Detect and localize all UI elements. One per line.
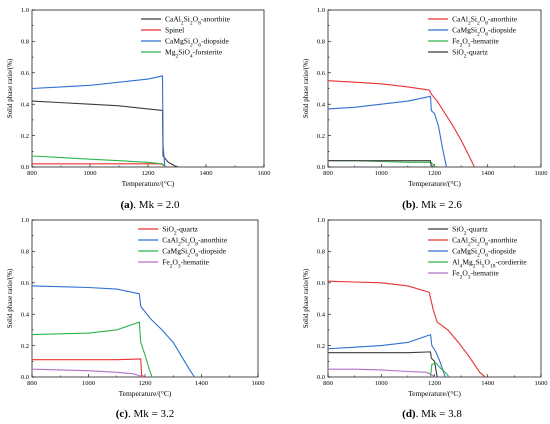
y-tick-label: 0.4 [317, 101, 326, 108]
series-line [31, 75, 166, 168]
panel-caption: (b). Mk = 2.6 [402, 199, 462, 211]
x-axis-label: Temperature/(°C) [119, 389, 172, 398]
series-line [328, 160, 437, 168]
legend-entry: CaAl2Si2O8-anorthite [165, 15, 231, 27]
series-line [328, 160, 434, 168]
y-tick-label: 1.0 [21, 7, 29, 14]
legend-entry: Fe2O3-hematite [452, 37, 499, 49]
y-axis-label: Solid phase ratio/(%) [302, 58, 310, 118]
y-tick-label: 0.2 [317, 343, 325, 350]
y-tick-label: 0.8 [21, 39, 29, 46]
series-line [327, 80, 475, 168]
y-tick-label: 1.0 [21, 217, 29, 224]
y-tick-label: 0.8 [317, 39, 325, 46]
chart-panel-1: 800 1000 1200 1400 1600 0.0 0.2 0.4 0.6 0.8 1.0 Tem… [6, 7, 271, 211]
y-tick-label: 1.0 [317, 7, 325, 14]
y-axis-label: Solid phase ratio/(%) [6, 268, 14, 328]
legend-entry: Fe2O3-hematite [452, 269, 499, 281]
legend-entry: CaMgSi2O6-diopside [162, 247, 227, 259]
legend-entry: SiO2-quartz [162, 225, 198, 237]
y-tick-label: 0.0 [21, 374, 29, 381]
legend-entry: CaAl2Si2O8-anorthite [452, 15, 518, 27]
legend-entry: CaMgSi2O6-diopside [452, 26, 517, 38]
x-tick-label: 1200 [142, 170, 155, 177]
legend-entry: SiO2-quartz [452, 225, 488, 237]
plot-frame [31, 9, 265, 168]
x-tick-label: 800 [27, 170, 37, 177]
x-tick-label: 1200 [428, 170, 441, 177]
y-tick-label: 0.8 [21, 249, 29, 256]
series-line [32, 358, 146, 378]
y-tick-label: 0.0 [317, 374, 325, 381]
legend-entry: CaMgSi2O6-diopside [165, 37, 230, 49]
y-tick-label: 0.0 [317, 164, 325, 171]
series-line [31, 100, 178, 168]
x-tick-label: 1400 [481, 380, 494, 387]
y-tick-label: 0.2 [21, 133, 29, 140]
x-axis-label: Temperature/(°C) [408, 179, 461, 188]
y-tick-label: 0.4 [21, 101, 30, 108]
chart-panel-4: 800 1000 1200 1400 1600 0.0 0.2 0.4 0.6 0.8 1.0 Tem… [302, 217, 548, 420]
x-tick-label: 1000 [82, 380, 95, 387]
legend-entry: CaAl2Si2O8-anorthite [162, 236, 228, 248]
y-axis-label: Solid phase ratio/(%) [6, 58, 14, 118]
chart-panel-3: 800 1000 1200 1400 1600 0.0 0.2 0.4 0.6 0.8 1.0 Tem… [6, 217, 265, 420]
panel-caption: (c). Mk = 3.2 [116, 408, 174, 420]
y-tick-label: 0.4 [21, 311, 30, 318]
series-line [32, 163, 168, 168]
x-tick-label: 1400 [195, 380, 208, 387]
x-tick-label: 1400 [481, 170, 494, 177]
y-tick-label: 0.6 [21, 280, 30, 287]
y-tick-label: 0.2 [21, 343, 29, 350]
y-tick-label: 0.6 [317, 280, 326, 287]
chart-panel-2: 800 1000 1200 1400 1600 0.0 0.2 0.4 0.6 0.8 1.0 Tem… [302, 7, 548, 211]
x-tick-label: 1000 [375, 170, 388, 177]
x-tick-label: 800 [323, 170, 333, 177]
x-tick-label: 800 [323, 380, 333, 387]
x-tick-label: 1600 [258, 170, 271, 177]
x-tick-label: 1200 [428, 380, 441, 387]
y-tick-label: 0.0 [21, 164, 29, 171]
x-tick-label: 1200 [139, 380, 152, 387]
legend-entry: SiO2-quartz [452, 48, 488, 60]
series-line [327, 334, 446, 378]
panel-caption: (d). Mk = 3.8 [402, 408, 462, 420]
y-tick-label: 1.0 [317, 217, 325, 224]
series-line [328, 351, 438, 378]
x-axis-label: Temperature/(°C) [122, 179, 175, 188]
x-tick-label: 1600 [535, 170, 548, 177]
legend-entry: Fe2O3-hematite [162, 258, 209, 270]
series-line [327, 280, 486, 378]
legend-entry: Spinel [165, 26, 184, 35]
x-tick-label: 800 [27, 380, 37, 387]
legend-entry: Mg2SiO4-forsterite [165, 48, 223, 60]
series-line [31, 285, 195, 378]
legend-entry: CaMgSi2O6-diopside [452, 247, 517, 259]
series-line [31, 368, 144, 378]
y-tick-label: 0.6 [21, 70, 30, 77]
x-tick-label: 1000 [375, 380, 388, 387]
y-axis-label: Solid phase ratio/(%) [302, 268, 310, 328]
x-tick-label: 1600 [252, 380, 265, 387]
panel-caption: (a). Mk = 2.0 [120, 199, 180, 211]
y-tick-label: 0.8 [317, 249, 325, 256]
x-axis-label: Temperature/(°C) [408, 389, 461, 398]
series-line [327, 95, 448, 168]
y-tick-label: 0.2 [317, 133, 325, 140]
series-line [328, 368, 437, 378]
x-tick-label: 1000 [84, 170, 97, 177]
legend-entry: CaAl2Si2O8-anorthite [452, 236, 518, 248]
x-tick-label: 1400 [200, 170, 213, 177]
series-line [429, 362, 450, 378]
series-line [31, 155, 167, 168]
series-line [31, 321, 153, 378]
y-tick-label: 0.4 [317, 311, 326, 318]
y-tick-label: 0.6 [317, 70, 326, 77]
x-tick-label: 1600 [535, 380, 548, 387]
legend-entry: Al4Mg2Si5O18-cordierite [452, 258, 527, 270]
